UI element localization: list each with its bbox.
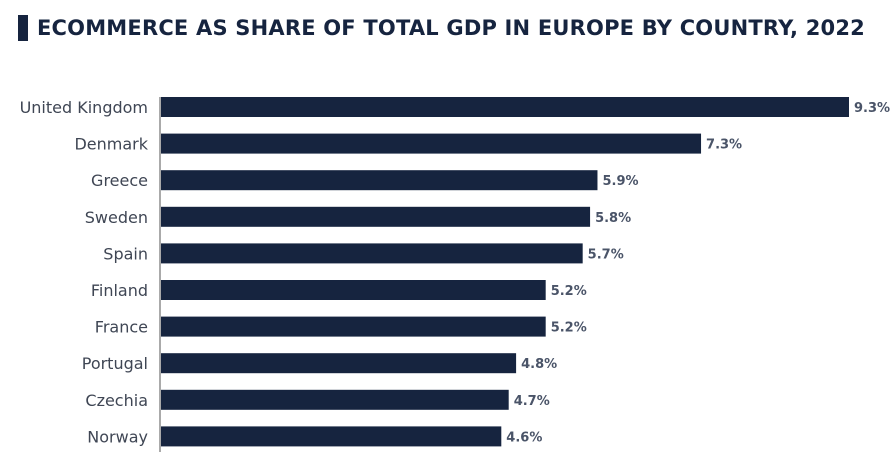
category-label: Norway [87, 427, 148, 446]
bar [161, 426, 502, 447]
value-label: 9.3% [854, 101, 890, 116]
bar [161, 316, 546, 337]
bar [161, 170, 598, 191]
title-accent-bar [18, 15, 28, 41]
chart-title: ECOMMERCE AS SHARE OF TOTAL GDP IN EUROP… [37, 16, 865, 40]
value-label: 4.6% [506, 430, 542, 445]
category-label: Portugal [82, 354, 148, 373]
category-label: Spain [103, 244, 148, 263]
value-label: 4.8% [521, 357, 557, 372]
bar-row: Czechia 4.7% [85, 389, 550, 410]
bar [161, 280, 546, 300]
category-label: France [95, 318, 148, 337]
category-label: Finland [91, 281, 148, 300]
bar [161, 133, 702, 154]
bar-row: Denmark 7.3% [74, 133, 742, 154]
value-label: 5.2% [551, 284, 587, 299]
bar-row: Sweden 5.8% [85, 206, 631, 227]
value-label: 5.2% [551, 321, 587, 336]
category-label: Sweden [85, 208, 148, 227]
bar-row: France 5.2% [95, 316, 587, 337]
chart-header: ECOMMERCE AS SHARE OF TOTAL GDP IN EUROP… [18, 10, 865, 46]
value-label: 5.7% [588, 247, 624, 262]
bar [161, 389, 509, 410]
bar-row: Portugal 4.8% [82, 353, 557, 374]
bar [161, 243, 583, 264]
bar-row: Norway 4.6% [87, 426, 542, 447]
bar-row: Finland 5.2% [91, 280, 587, 300]
value-label: 4.7% [514, 394, 550, 409]
value-label: 7.3% [706, 138, 742, 153]
bar-row: United Kingdom 9.3% [20, 97, 890, 117]
category-label: Czechia [85, 391, 148, 410]
bar [161, 206, 591, 227]
category-label: Denmark [74, 135, 148, 154]
bar-row: Spain 5.7% [103, 243, 624, 264]
value-label: 5.9% [602, 174, 638, 189]
category-label: Greece [91, 171, 148, 190]
category-label: United Kingdom [20, 98, 148, 117]
bar [161, 353, 517, 374]
bar-row: Greece 5.9% [91, 170, 639, 191]
bar [161, 97, 849, 117]
value-label: 5.8% [595, 211, 631, 226]
